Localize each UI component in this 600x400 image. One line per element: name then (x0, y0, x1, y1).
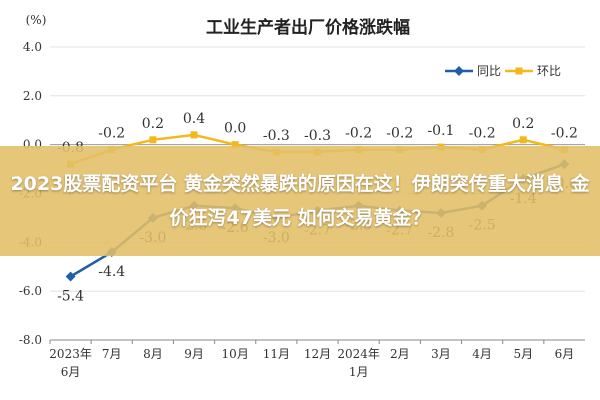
data-label: -5.4 (57, 289, 84, 305)
data-label: -0.2 (551, 126, 578, 142)
data-label: -4.4 (98, 264, 125, 280)
headline-overlay[interactable]: 2023股票配资平台 黄金突然暴跌的原因在这！伊朗突传重大消息 金价狂泻47美元… (0, 146, 600, 256)
x-tick-label: 6月 (61, 365, 81, 379)
x-tick-label: 10月 (222, 347, 249, 361)
x-tick-label: 2023年 (49, 347, 92, 361)
legend-label: 同比 (477, 64, 501, 78)
legend-swatch-marker (515, 67, 523, 75)
data-point (519, 136, 527, 144)
x-tick-label: 2月 (390, 347, 410, 361)
data-label: -0.3 (263, 128, 290, 144)
data-point (149, 136, 157, 144)
legend-swatch-marker (454, 66, 464, 76)
headline-text: 2023股票配资平台 黄金突然暴跌的原因在这！伊朗突传重大消息 金价狂泻47美元… (10, 173, 590, 229)
data-label: -0.3 (304, 128, 331, 144)
chart-title: 工业生产者出厂价格涨跌幅 (206, 17, 410, 38)
data-label: 0.4 (183, 111, 205, 127)
y-tick-label: -6.0 (19, 284, 42, 298)
data-label: -0.2 (98, 126, 125, 142)
x-tick-label: 3月 (431, 347, 451, 361)
data-label: -0.2 (469, 126, 496, 142)
x-tick-label: 5月 (513, 347, 533, 361)
legend: 同比 环比 (445, 64, 561, 78)
y-tick-label: -8.0 (19, 333, 42, 347)
x-tick-label: 8月 (143, 347, 163, 361)
data-label: -0.2 (386, 126, 413, 142)
x-tick-label: 2024年 (337, 347, 380, 361)
x-tick-label: 9月 (184, 347, 204, 361)
data-label: 0.2 (512, 116, 534, 132)
data-point (231, 141, 239, 149)
legend-label: 环比 (537, 64, 561, 78)
data-label: 0.0 (224, 121, 246, 137)
x-tick-label: 1月 (349, 365, 369, 379)
data-label: -0.2 (345, 126, 372, 142)
x-tick-label: 7月 (102, 347, 122, 361)
x-axis-ticks: 2023年 6月 7月 8月 9月 10月 11月 12月 2024年 1月 2月 3月 4月 5月 6月 (49, 340, 574, 379)
x-tick-label: 11月 (263, 347, 290, 361)
x-tick-label: 6月 (555, 347, 575, 361)
data-label: -0.1 (427, 123, 454, 139)
y-tick-label: 2.0 (23, 89, 42, 103)
gridlines (50, 46, 585, 341)
y-axis-unit: (%) (26, 13, 47, 27)
data-point (190, 131, 198, 139)
y-tick-label: 4.0 (23, 40, 42, 54)
x-tick-label: 4月 (472, 347, 492, 361)
data-label: 0.2 (142, 116, 164, 132)
x-tick-label: 12月 (304, 347, 331, 361)
